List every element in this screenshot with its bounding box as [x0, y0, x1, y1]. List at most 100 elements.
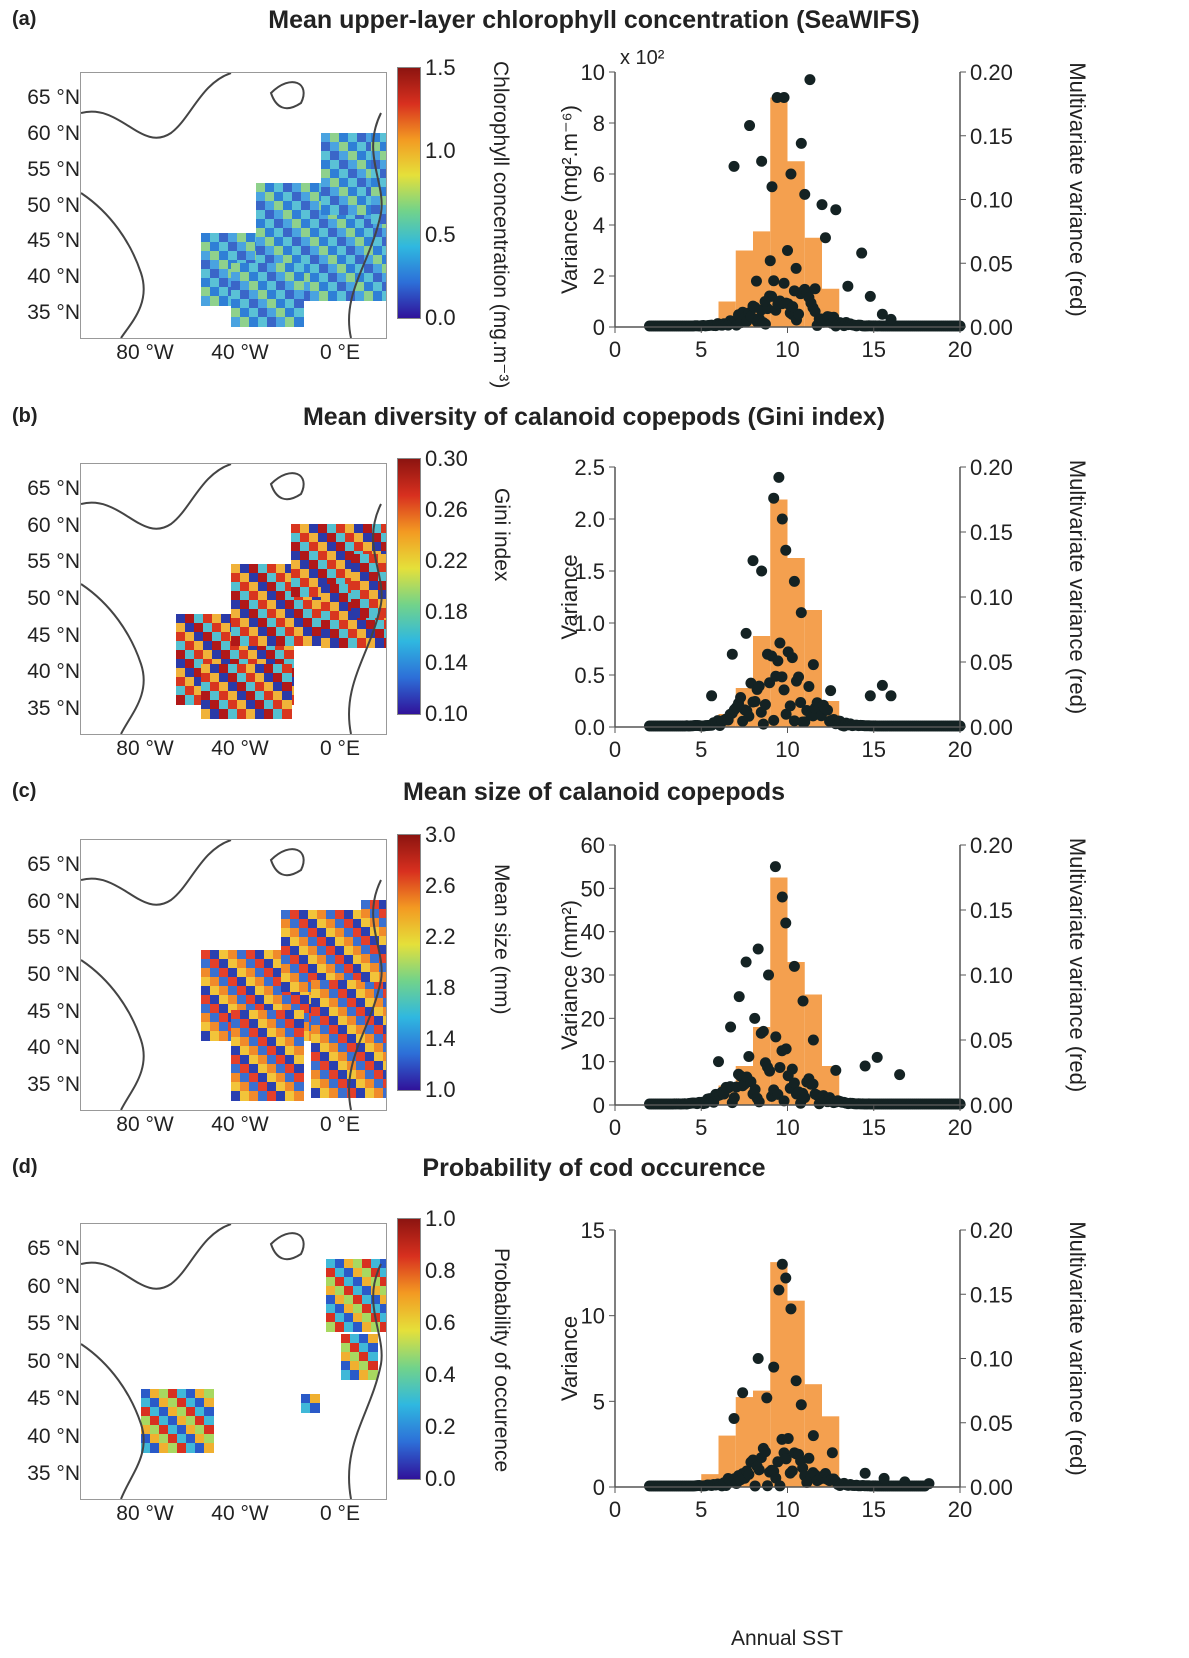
map-cell: [301, 1403, 311, 1413]
scatter-point: [927, 720, 939, 732]
scatter-point: [786, 1465, 798, 1477]
map-cell: [347, 980, 357, 990]
map-cell: [219, 950, 229, 960]
map-cell: [299, 955, 309, 965]
latitude-label: 65 °N: [27, 86, 80, 109]
scatter-point: [908, 1098, 920, 1110]
map-cell: [330, 584, 340, 594]
map-cell: [228, 986, 238, 996]
map-cell: [240, 272, 250, 282]
scatter-point: [701, 1093, 713, 1105]
colorbar-tick-label: 3.0: [425, 822, 456, 847]
scatter-point: [871, 1051, 883, 1063]
map-cell: [337, 291, 347, 301]
map-cell: [249, 600, 259, 610]
map-cell: [361, 927, 371, 937]
scatter-point: [830, 320, 842, 332]
map-cell: [348, 620, 358, 630]
scatter-point: [935, 320, 947, 332]
map-cell: [231, 1091, 241, 1101]
map-cell: [382, 228, 386, 238]
map-cell: [231, 317, 241, 327]
map-cell: [321, 187, 331, 197]
map-cell: [267, 263, 277, 273]
map-cell: [249, 609, 259, 619]
map-cell: [300, 995, 310, 1005]
map-cell: [231, 1010, 241, 1020]
map-cell: [365, 1070, 375, 1080]
colorbar-tick-label: 0.0: [425, 1466, 456, 1491]
map-cell: [258, 564, 268, 574]
map-cell: [371, 1322, 381, 1332]
map-cell: [294, 600, 304, 610]
panel-letter: (c): [12, 780, 37, 802]
map-cell: [356, 1052, 366, 1062]
scatter-point: [788, 1447, 800, 1459]
map-cell: [380, 205, 386, 215]
map-cell: [281, 973, 291, 983]
scatter-point: [776, 1258, 788, 1270]
coastline-europe: [348, 503, 383, 734]
scatter-point: [648, 320, 660, 332]
scatter-point: [685, 720, 697, 732]
map-cell: [347, 1016, 357, 1026]
scatter-point: [828, 714, 840, 726]
map-cell: [344, 946, 354, 956]
scatter-point: [735, 691, 747, 703]
map-cell: [177, 1443, 187, 1453]
scatter-point: [685, 1097, 697, 1109]
map-cell: [294, 636, 304, 646]
map-cell: [303, 609, 313, 619]
scatter-point: [704, 1479, 716, 1491]
map-cell: [361, 900, 371, 910]
map-cell: [201, 1022, 211, 1032]
map-cell: [282, 673, 292, 683]
scatter-point: [716, 1480, 728, 1492]
map-cell: [267, 317, 277, 327]
scatter-point: [865, 1480, 877, 1492]
scatter-point: [664, 320, 676, 332]
scatter-point: [743, 1468, 755, 1480]
map-cell: [348, 196, 358, 206]
y2-tick-label: 0.00: [970, 1475, 1013, 1500]
y-tick-label: 15: [581, 1218, 605, 1243]
map-cell: [294, 1091, 304, 1101]
scatter-point: [911, 720, 923, 732]
map-cell: [283, 183, 293, 193]
scatter-point: [923, 720, 935, 732]
scatter-point: [788, 575, 800, 587]
map-cell: [301, 282, 311, 292]
scatter-point: [733, 991, 745, 1003]
map-cell: [273, 995, 283, 1005]
map-cell: [255, 1004, 265, 1014]
scatter-point: [863, 1098, 875, 1110]
map-cell: [338, 1016, 348, 1026]
map-cell: [330, 169, 340, 179]
scatter-point: [761, 303, 773, 315]
scatter-point: [769, 861, 781, 873]
map-cell: [361, 963, 371, 973]
map-cell: [185, 614, 195, 624]
scatter-point: [672, 1098, 684, 1110]
map-cell: [210, 251, 220, 261]
map-cell: [383, 998, 386, 1008]
map-cell: [311, 1061, 321, 1071]
map-cell: [369, 554, 379, 564]
scatter-point: [815, 1471, 827, 1483]
scatter-point: [923, 320, 935, 332]
scatter-point: [689, 720, 701, 732]
latitude-label: 60 °N: [27, 1274, 80, 1298]
map-cell: [353, 928, 363, 938]
map-cell: [159, 1389, 169, 1399]
map-cell: [310, 1403, 320, 1413]
map-cell: [348, 160, 358, 170]
scatter-point: [929, 320, 941, 332]
map-cell: [359, 1361, 369, 1371]
map-cell: [246, 251, 256, 261]
map-cell: [273, 968, 283, 978]
map-cell: [336, 524, 346, 534]
map-cell: [360, 599, 370, 609]
map-cell: [283, 246, 293, 256]
scatter-point: [797, 286, 809, 298]
scatter-point: [654, 1098, 666, 1110]
